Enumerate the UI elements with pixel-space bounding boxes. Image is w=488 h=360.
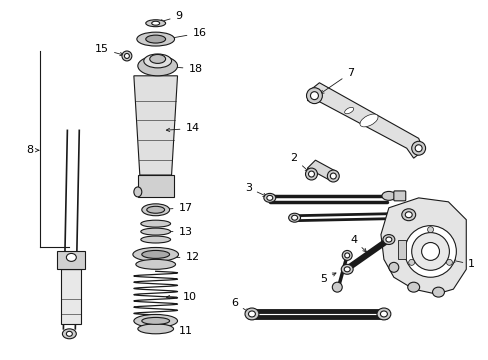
Ellipse shape	[291, 215, 297, 220]
Ellipse shape	[264, 193, 275, 202]
Ellipse shape	[138, 56, 177, 76]
Text: 9: 9	[159, 11, 183, 23]
Text: 7: 7	[320, 68, 354, 94]
Text: 13: 13	[159, 226, 192, 237]
Text: 11: 11	[159, 325, 192, 336]
Ellipse shape	[142, 204, 169, 216]
Polygon shape	[134, 76, 177, 175]
Text: 4: 4	[349, 234, 366, 252]
Ellipse shape	[141, 228, 170, 235]
Ellipse shape	[342, 251, 351, 260]
Ellipse shape	[134, 314, 177, 327]
Ellipse shape	[427, 227, 433, 233]
Polygon shape	[307, 83, 423, 158]
Ellipse shape	[149, 54, 165, 63]
Ellipse shape	[404, 226, 455, 277]
Ellipse shape	[138, 324, 173, 334]
Ellipse shape	[244, 308, 258, 320]
Ellipse shape	[344, 253, 349, 258]
Text: 1: 1	[451, 259, 474, 269]
Ellipse shape	[401, 209, 415, 221]
Ellipse shape	[408, 260, 414, 265]
Text: 5: 5	[320, 273, 335, 284]
Ellipse shape	[330, 173, 336, 179]
Text: 12: 12	[166, 252, 199, 262]
Ellipse shape	[411, 233, 448, 270]
Ellipse shape	[310, 92, 318, 100]
Ellipse shape	[134, 187, 142, 197]
Ellipse shape	[136, 260, 175, 269]
Ellipse shape	[376, 308, 390, 320]
Text: 15: 15	[95, 44, 123, 56]
Ellipse shape	[145, 35, 165, 43]
Ellipse shape	[141, 236, 170, 243]
Ellipse shape	[306, 88, 322, 104]
Text: 2: 2	[290, 153, 308, 172]
FancyBboxPatch shape	[57, 251, 85, 269]
Ellipse shape	[137, 32, 174, 46]
Polygon shape	[307, 160, 337, 180]
Ellipse shape	[421, 243, 439, 260]
Ellipse shape	[266, 195, 272, 201]
Ellipse shape	[151, 21, 160, 25]
Ellipse shape	[142, 251, 169, 258]
Ellipse shape	[382, 235, 394, 244]
Text: 3: 3	[244, 183, 266, 197]
Text: 10: 10	[166, 292, 196, 302]
Ellipse shape	[446, 260, 451, 265]
Ellipse shape	[141, 220, 170, 227]
Ellipse shape	[66, 253, 76, 261]
Ellipse shape	[143, 54, 171, 68]
Ellipse shape	[122, 51, 132, 61]
Ellipse shape	[145, 20, 165, 27]
Ellipse shape	[381, 192, 395, 201]
Ellipse shape	[341, 264, 352, 274]
Ellipse shape	[305, 168, 317, 180]
Ellipse shape	[388, 262, 398, 272]
FancyBboxPatch shape	[138, 175, 173, 197]
Text: 8: 8	[26, 145, 33, 155]
Ellipse shape	[62, 329, 76, 339]
FancyBboxPatch shape	[397, 239, 405, 260]
Ellipse shape	[432, 287, 444, 297]
FancyBboxPatch shape	[393, 191, 405, 201]
Text: 16: 16	[169, 28, 206, 40]
Ellipse shape	[385, 237, 391, 242]
Ellipse shape	[411, 141, 425, 155]
Text: 14: 14	[166, 123, 199, 134]
Ellipse shape	[359, 114, 377, 127]
Text: 17: 17	[159, 203, 192, 213]
FancyBboxPatch shape	[61, 269, 81, 324]
Ellipse shape	[344, 107, 353, 114]
Ellipse shape	[308, 171, 314, 177]
Ellipse shape	[407, 282, 419, 292]
Text: 6: 6	[230, 298, 248, 312]
Ellipse shape	[344, 267, 349, 272]
Text: 18: 18	[162, 64, 202, 74]
Ellipse shape	[326, 170, 339, 182]
Ellipse shape	[124, 54, 129, 58]
Ellipse shape	[146, 206, 164, 213]
Ellipse shape	[66, 331, 72, 336]
Ellipse shape	[380, 311, 386, 317]
Ellipse shape	[142, 318, 169, 324]
Polygon shape	[380, 198, 466, 294]
Ellipse shape	[133, 247, 178, 261]
Ellipse shape	[405, 212, 411, 218]
Ellipse shape	[288, 213, 300, 222]
Ellipse shape	[332, 282, 342, 292]
Ellipse shape	[414, 145, 421, 152]
Ellipse shape	[248, 311, 255, 317]
